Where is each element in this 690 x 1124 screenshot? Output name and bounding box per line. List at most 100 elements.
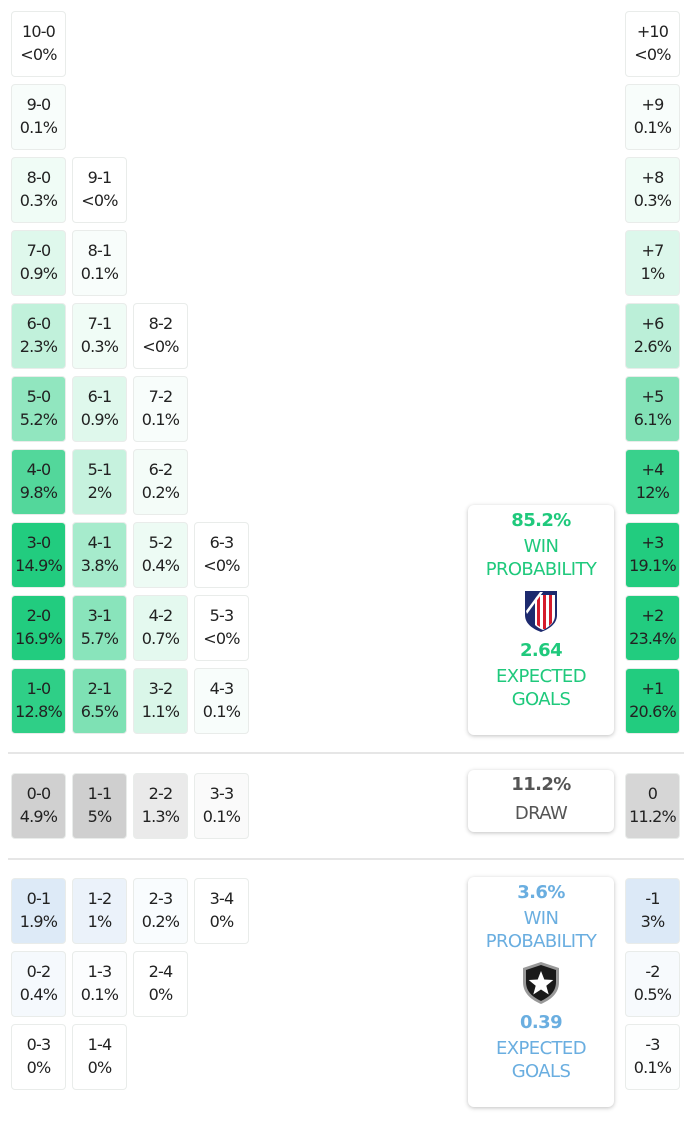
score-cell-away-win: 1-4 0%: [72, 1024, 127, 1090]
home-win-label: WIN PROBABILITY: [485, 536, 597, 580]
probability-value: 0.1%: [80, 264, 119, 283]
probability-value: <0%: [203, 629, 240, 648]
score-label: 8-2: [148, 314, 174, 333]
probability-value: <0%: [634, 45, 671, 64]
score-cell-home-win: 4-1 3.8%: [72, 522, 127, 588]
score-cell-home-win: 8-1 0.1%: [72, 230, 127, 296]
score-label: 5-0: [26, 387, 52, 406]
probability-value: 12.8%: [15, 702, 63, 721]
probability-value: 3%: [640, 912, 666, 931]
score-label: 0-2: [26, 962, 52, 981]
score-label: 8-0: [26, 168, 52, 187]
goal-difference-cell: -3 0.1%: [625, 1024, 680, 1090]
probability-value: 5.2%: [19, 410, 58, 429]
probability-value: 16.9%: [15, 629, 63, 648]
probability-value: 6.1%: [633, 410, 672, 429]
score-cell-home-win: 3-2 1.1%: [133, 668, 188, 734]
score-cell-draw: 3-3 0.1%: [194, 773, 249, 839]
probability-value: <0%: [203, 556, 240, 575]
score-cell-home-win: 5-2 0.4%: [133, 522, 188, 588]
probability-value: 0.1%: [633, 1058, 672, 1077]
score-label: -1: [645, 889, 660, 908]
score-label: 1-3: [87, 962, 113, 981]
probability-value: 1.1%: [141, 702, 180, 721]
score-label: 1-0: [26, 679, 52, 698]
probability-value: 0.3%: [80, 337, 119, 356]
probability-value: 0.9%: [80, 410, 119, 429]
home-win-panel: 85.2% WIN PROBABILITY 2.64 EXPECTED GOAL…: [468, 505, 614, 735]
score-label: 6-3: [209, 533, 235, 552]
score-cell-away-win: 1-2 1%: [72, 878, 127, 944]
probability-value: 1.9%: [19, 912, 58, 931]
score-label: +1: [641, 679, 665, 698]
score-label: 3-2: [148, 679, 174, 698]
probability-value: 5.7%: [80, 629, 119, 648]
goal-difference-cell: +6 2.6%: [625, 303, 680, 369]
probability-value: 2.3%: [19, 337, 58, 356]
goal-difference-cell: +9 0.1%: [625, 84, 680, 150]
score-label: 0-1: [26, 889, 52, 908]
score-cell-away-win: 3-4 0%: [194, 878, 249, 944]
probability-value: 0%: [87, 1058, 113, 1077]
score-label: +3: [641, 533, 665, 552]
probability-value: 0.1%: [19, 118, 58, 137]
score-cell-home-win: 2-0 16.9%: [11, 595, 66, 661]
probability-value: 12%: [635, 483, 670, 502]
score-cell-home-win: 6-2 0.2%: [133, 449, 188, 515]
goal-difference-cell: +8 0.3%: [625, 157, 680, 223]
score-label: 5-2: [148, 533, 174, 552]
probability-value: 0.7%: [141, 629, 180, 648]
score-label: 2-1: [87, 679, 113, 698]
score-cell-home-win: 8-2 <0%: [133, 303, 188, 369]
probability-value: <0%: [81, 191, 118, 210]
probability-value: 1.3%: [141, 807, 180, 826]
divider: [8, 858, 684, 860]
home-xg-label: EXPECTED GOALS: [496, 666, 587, 710]
divider: [8, 752, 684, 754]
score-cell-draw: 0-0 4.9%: [11, 773, 66, 839]
score-cell-home-win: 9-1 <0%: [72, 157, 127, 223]
score-label: 3-1: [87, 606, 113, 625]
score-label: 5-3: [209, 606, 235, 625]
score-label: 0-0: [26, 784, 52, 803]
probability-value: 9.8%: [19, 483, 58, 502]
draw-probability: 11.2%: [511, 774, 571, 795]
score-label: +4: [641, 460, 665, 479]
goal-difference-cell: +10 <0%: [625, 11, 680, 77]
score-label: 4-2: [148, 606, 174, 625]
score-label: 0-3: [26, 1035, 52, 1054]
score-cell-home-win: 1-0 12.8%: [11, 668, 66, 734]
probability-value: 6.5%: [80, 702, 119, 721]
probability-value: 0.3%: [19, 191, 58, 210]
goal-difference-cell: +1 20.6%: [625, 668, 680, 734]
probability-value: 0.1%: [80, 985, 119, 1004]
goal-difference-cell: -2 0.5%: [625, 951, 680, 1017]
draw-label: DRAW: [514, 803, 568, 824]
probability-value: 0.2%: [141, 483, 180, 502]
score-cell-home-win: 6-3 <0%: [194, 522, 249, 588]
probability-value: 0.1%: [633, 118, 672, 137]
score-label: 4-3: [209, 679, 235, 698]
score-label: -2: [645, 962, 660, 981]
score-label: +5: [641, 387, 665, 406]
score-label: 5-1: [87, 460, 113, 479]
probability-value: 11.2%: [629, 807, 677, 826]
probability-value: <0%: [20, 45, 57, 64]
probability-value: 0%: [26, 1058, 52, 1077]
score-label: 7-2: [148, 387, 174, 406]
score-cell-away-win: 2-3 0.2%: [133, 878, 188, 944]
score-label: 3-0: [26, 533, 52, 552]
probability-value: 0.4%: [19, 985, 58, 1004]
score-label: 6-1: [87, 387, 113, 406]
score-label: 3-4: [209, 889, 235, 908]
score-cell-away-win: 0-1 1.9%: [11, 878, 66, 944]
score-cell-home-win: 5-1 2%: [72, 449, 127, 515]
probability-value: 0.9%: [19, 264, 58, 283]
score-cell-home-win: 3-1 5.7%: [72, 595, 127, 661]
probability-value: 0.2%: [141, 912, 180, 931]
probability-value: 4.9%: [19, 807, 58, 826]
goal-difference-cell: +7 1%: [625, 230, 680, 296]
score-label: +7: [641, 241, 665, 260]
score-cell-home-win: 3-0 14.9%: [11, 522, 66, 588]
score-label: +8: [641, 168, 665, 187]
